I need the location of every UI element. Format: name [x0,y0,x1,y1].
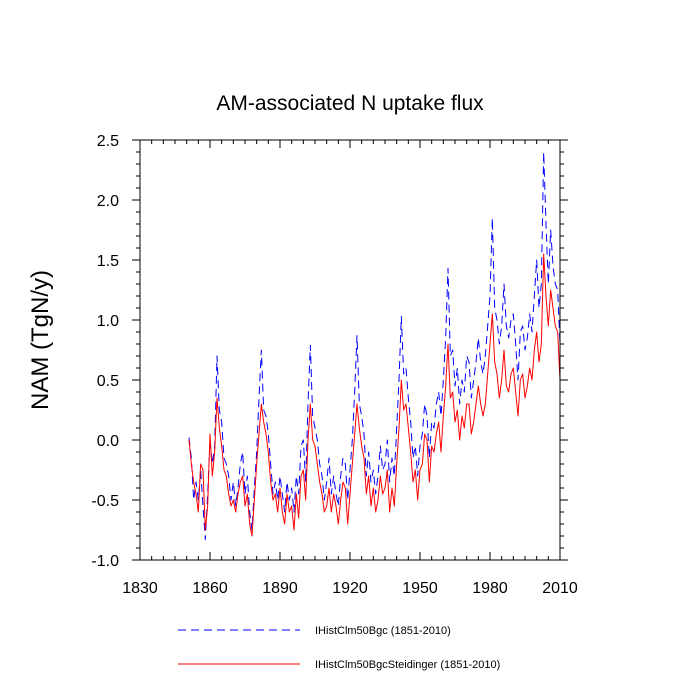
y-tick-label: 0.0 [97,433,119,450]
legend: IHistClm50Bgc (1851-2010) IHistClm50BgcSt… [178,625,500,671]
series-line-1 [188,151,561,541]
x-tick-label: 1980 [472,580,508,597]
legend-label-1: IHistClm50Bgc (1851-2010) [315,625,451,637]
series-lines [188,151,561,541]
y-tick-label: 2.5 [97,133,119,150]
y-tick-label: 0.5 [97,373,119,390]
y-tick-label: 1.0 [97,313,119,330]
series-line-2 [188,253,561,537]
y-tick-label: -1.0 [91,553,119,570]
plot-frame [139,139,561,561]
y-axis-label: NAM (TgN/y) [27,270,54,410]
x-tick-label: 1920 [332,580,368,597]
y-tick-label: 2.0 [97,193,119,210]
y-tick-label: -0.5 [91,493,119,510]
x-tick-label: 1860 [192,580,228,597]
x-tick-label: 2010 [542,580,578,597]
x-tick-label: 1890 [262,580,298,597]
x-tick-label: 1950 [402,580,438,597]
legend-label-2: IHistClm50BgcSteidinger (1851-2010) [315,659,500,671]
y-tick-label: 1.5 [97,253,119,270]
chart-title: AM-associated N uptake flux [216,92,484,115]
x-tick-label: 1830 [122,580,158,597]
